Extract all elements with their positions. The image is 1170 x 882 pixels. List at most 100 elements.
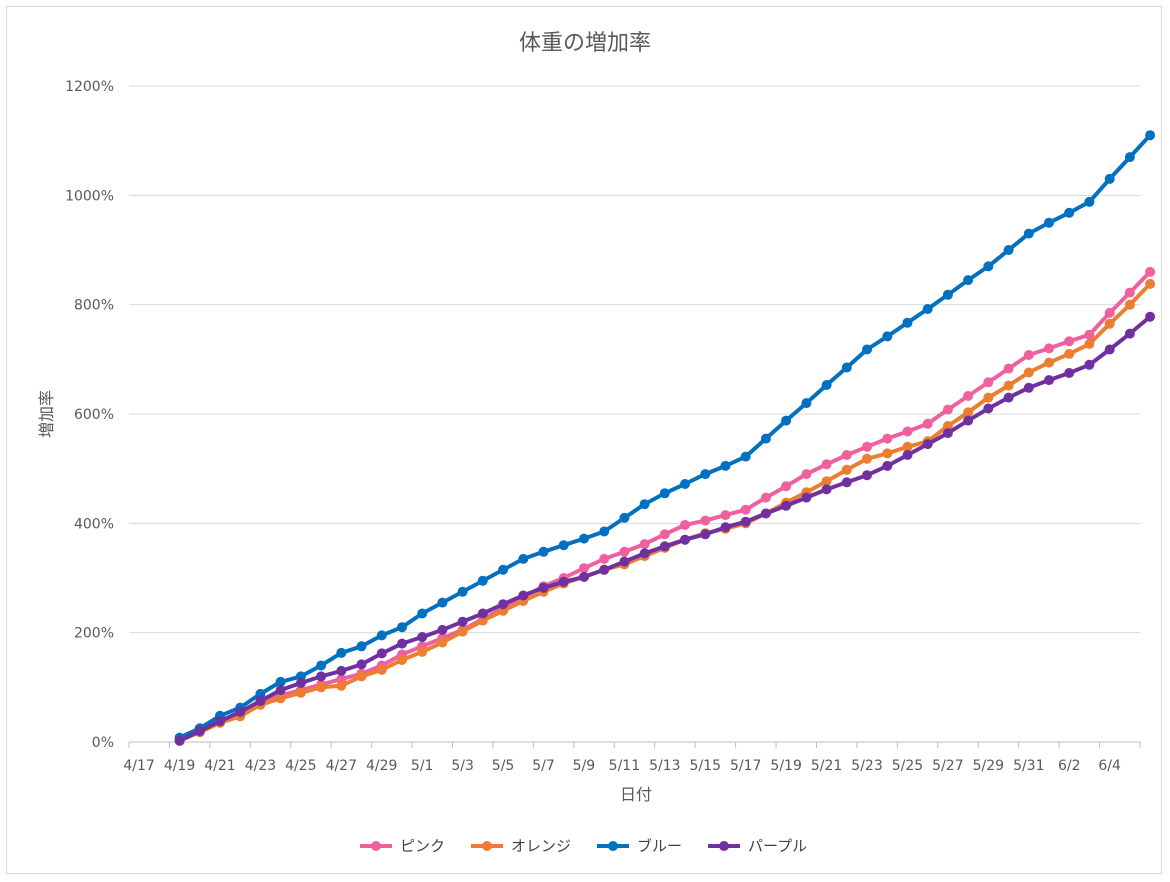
data-point: [680, 534, 690, 545]
data-point: [558, 540, 569, 551]
data-point: [639, 499, 650, 510]
data-point: [659, 529, 670, 540]
x-tick-label: 5/31: [1013, 758, 1044, 774]
data-point: [1124, 152, 1135, 163]
data-point: [356, 659, 367, 670]
data-point: [1145, 278, 1156, 289]
data-point: [295, 678, 306, 688]
gridlines: [129, 85, 1140, 634]
data-point: [376, 648, 387, 659]
x-tick-label: 5/27: [932, 758, 963, 774]
data-point: [841, 464, 852, 475]
data-point: [1104, 318, 1115, 329]
data-point: [417, 646, 428, 657]
legend-swatch-marker: [371, 841, 381, 851]
data-point: [821, 484, 832, 495]
data-point: [538, 582, 549, 593]
x-axis-ticks: 4/17 4/19 4/21 4/23 4/25 4/27 4/29 5/1 5/3 5/5 5/7…: [123, 742, 1141, 774]
data-point: [518, 590, 529, 601]
data-point: [922, 304, 933, 314]
data-point: [821, 380, 832, 390]
data-point: [1023, 228, 1034, 239]
data-point: [215, 716, 225, 727]
data-point: [680, 520, 690, 530]
x-tick-label: 4/17: [123, 758, 154, 774]
legend-label: ブルー: [637, 837, 682, 855]
data-point: [963, 391, 974, 401]
data-point: [1124, 287, 1135, 298]
data-point: [1003, 392, 1014, 403]
data-point: [1064, 207, 1075, 218]
data-point: [1044, 343, 1054, 354]
y-tick-label: 1000%: [65, 188, 114, 204]
x-tick-label: 4/19: [164, 758, 195, 774]
data-point: [1003, 380, 1014, 391]
data-point: [599, 553, 610, 564]
data-point: [498, 599, 509, 610]
data-point: [700, 469, 711, 480]
data-point: [457, 626, 468, 637]
x-tick-label: 5/29: [973, 758, 1004, 774]
data-point: [1064, 336, 1075, 347]
data-point: [477, 615, 488, 626]
data-point: [397, 638, 407, 649]
data-point: [862, 470, 872, 481]
x-tick-label: 5/21: [811, 758, 842, 774]
data-point: [882, 448, 893, 459]
data-point: [619, 546, 630, 557]
data-point: [1003, 245, 1014, 255]
x-tick-label: 5/25: [892, 758, 923, 774]
data-point: [781, 481, 792, 492]
data-point: [255, 696, 266, 706]
data-point: [902, 317, 913, 328]
data-point: [1044, 357, 1054, 368]
data-point: [1023, 382, 1034, 393]
y-tick-label: 200%: [74, 626, 114, 642]
data-point: [457, 586, 468, 597]
series-line: [177, 269, 1153, 742]
data-point: [1145, 266, 1156, 277]
data-point: [1023, 367, 1034, 378]
data-point: [659, 488, 670, 499]
data-point: [356, 641, 367, 652]
x-tick-label: 6/2: [1058, 758, 1081, 774]
data-point: [579, 571, 589, 582]
data-point: [1145, 130, 1156, 141]
x-tick-label: 5/1: [411, 758, 434, 774]
data-point: [1084, 196, 1095, 207]
data-point: [760, 492, 771, 503]
y-tick-label: 400%: [74, 516, 114, 532]
series-group: [174, 130, 1156, 743]
data-point: [538, 546, 549, 557]
data-point: [1124, 328, 1135, 339]
x-tick-label: 4/27: [326, 758, 357, 774]
data-point: [882, 331, 893, 342]
data-point: [659, 541, 670, 552]
data-point: [720, 510, 731, 521]
data-point: [760, 433, 771, 444]
data-point: [639, 539, 650, 550]
data-point: [1084, 329, 1095, 340]
data-point: [720, 522, 731, 533]
data-point: [255, 688, 266, 699]
legend-item: パープル: [708, 837, 807, 855]
data-point: [882, 460, 893, 471]
data-point: [619, 512, 630, 523]
data-point: [295, 687, 306, 698]
data-point: [376, 630, 387, 641]
data-point: [801, 398, 812, 409]
data-point: [963, 415, 974, 426]
data-point: [477, 575, 488, 586]
legend-swatch-marker: [608, 841, 619, 851]
data-point: [275, 685, 286, 696]
data-point: [700, 515, 711, 526]
legend-label: パープル: [748, 837, 807, 855]
data-point: [781, 415, 792, 426]
data-point: [862, 441, 872, 452]
data-point: [235, 706, 246, 717]
data-point: [1023, 350, 1034, 360]
data-point: [437, 637, 448, 648]
data-point: [1104, 307, 1115, 318]
data-point: [922, 418, 933, 429]
data-point: [174, 735, 185, 746]
